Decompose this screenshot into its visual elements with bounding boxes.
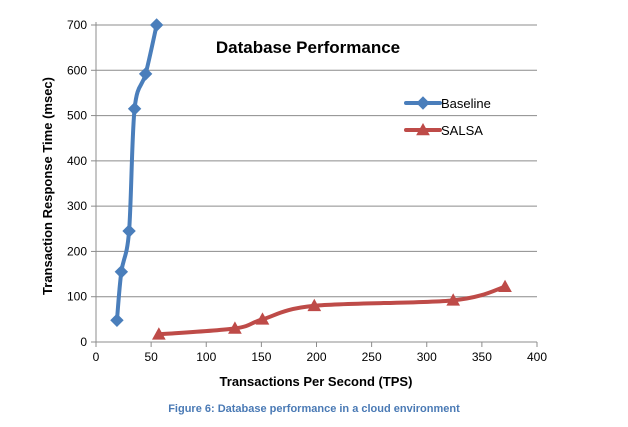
legend-label-salsa: SALSA	[441, 123, 483, 138]
x-tick-label-250: 250	[362, 350, 382, 364]
legend-label-baseline: Baseline	[441, 96, 491, 111]
x-tick-label-50: 50	[144, 350, 158, 364]
x-axis-title: Transactions Per Second (TPS)	[220, 374, 413, 389]
grid-lines	[96, 24, 537, 298]
chart-title: Database Performance	[216, 38, 400, 57]
x-tick-labels: 0 50 100 150 200 250 300 350 400	[93, 350, 548, 364]
data-point-salsa-2	[255, 312, 270, 325]
x-tick-label-100: 100	[196, 350, 216, 364]
axes	[91, 22, 538, 347]
x-tick-label-150: 150	[251, 350, 271, 364]
x-tick-label-400: 400	[527, 350, 547, 364]
x-tick-label-350: 350	[472, 350, 492, 364]
data-point-baseline-5	[149, 18, 164, 32]
data-point-salsa-0	[151, 327, 166, 340]
y-tick-label-100: 100	[67, 290, 87, 304]
data-point-baseline-1	[114, 265, 129, 279]
legend: Baseline SALSA	[404, 96, 491, 138]
figure-caption: Figure 6: Database performance in a clou…	[168, 403, 460, 415]
data-point-salsa-3	[307, 298, 322, 312]
y-tick-label-400: 400	[67, 154, 87, 168]
y-tick-label-200: 200	[67, 244, 87, 258]
x-tick-label-0: 0	[93, 350, 100, 364]
data-point-salsa-1	[228, 321, 242, 334]
series-group	[110, 18, 512, 340]
data-point-baseline-0	[110, 313, 124, 327]
y-tick-label-700: 700	[67, 18, 87, 32]
y-axis-title: Transaction Response Time (msec)	[40, 77, 55, 295]
data-point-baseline-2	[122, 224, 136, 238]
legend-marker-salsa	[416, 122, 430, 136]
y-tick-label-500: 500	[67, 109, 87, 123]
y-tick-label-300: 300	[67, 199, 87, 213]
data-point-salsa-4	[446, 293, 461, 306]
x-tick-label-300: 300	[417, 350, 437, 364]
legend-marker-baseline	[416, 96, 430, 110]
data-point-salsa-5	[498, 279, 512, 293]
series-baseline	[110, 18, 164, 327]
y-tick-label-0: 0	[80, 335, 87, 349]
y-tick-labels: 0 100 200 300 400 500 600 700	[67, 18, 87, 349]
data-point-baseline-4	[138, 67, 153, 81]
series-salsa	[151, 279, 512, 340]
x-tick-label-200: 200	[306, 350, 326, 364]
chart: 0 100 200 300 400 500 600 700 0 50 100 150 200 250 30…	[40, 18, 548, 389]
y-tick-label-600: 600	[67, 63, 87, 77]
data-point-baseline-3	[127, 102, 142, 116]
